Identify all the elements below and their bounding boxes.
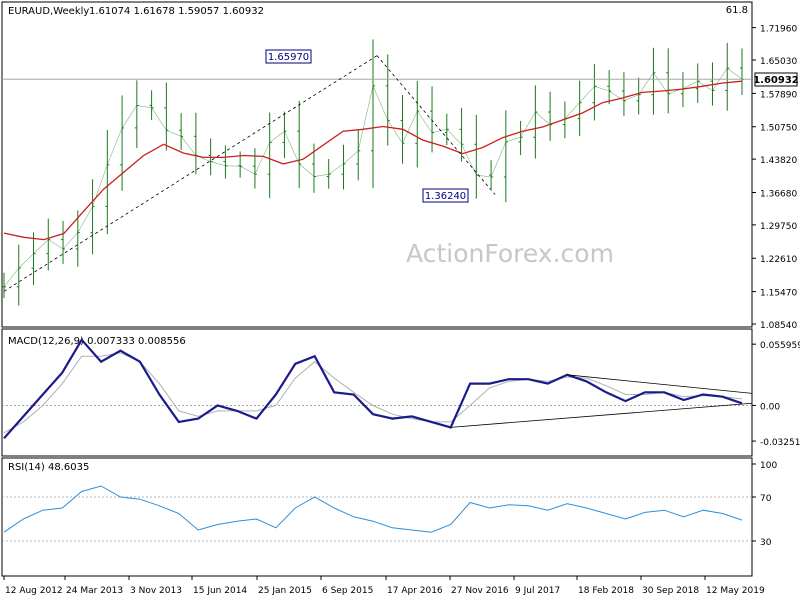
moving-average-line (3, 80, 743, 241)
time-tick-label: 12 May 2019 (706, 586, 765, 596)
annotation-low: 1.36240 (422, 188, 469, 203)
price-tick-label: 1.36680 (760, 189, 797, 199)
rsi-tick-label: 30 (760, 538, 772, 548)
price-tick-label: 1.08540 (760, 321, 797, 331)
corner-label: 61.8 (726, 5, 748, 16)
ohlc-label: 1.61074 1.61678 1.59057 1.60932 (89, 6, 264, 17)
time-tick-label: 15 Jun 2014 (193, 586, 247, 596)
annotation-low-label: 1.36240 (425, 191, 466, 202)
price-close-line (3, 67, 743, 287)
price-tick-label: 1.57890 (760, 90, 797, 100)
time-tick-label: 6 Sep 2015 (322, 586, 373, 596)
price-tick-label: 1.43820 (760, 156, 797, 166)
last-price-label: 1.60932 (753, 75, 799, 86)
axis-layer: 1.71960 1.65030 1.57890 1.50750 1.43820 1.366… (3, 25, 800, 596)
price-panel-frame (1, 1, 753, 328)
time-tick-label: 18 Feb 2018 (578, 586, 634, 596)
price-tick-label: 1.22610 (760, 255, 797, 265)
annotation-high: 1.65970 (265, 49, 312, 64)
rsi-line (3, 485, 743, 533)
instrument-label: EURAUD,Weekly (8, 6, 89, 17)
price-tick-label: 1.65030 (760, 57, 797, 67)
macd-layer (2, 337, 753, 440)
macd-trendline-lower (450, 402, 753, 428)
time-tick-label: 3 Nov 2013 (130, 586, 182, 596)
rsi-tick-label: 100 (760, 461, 777, 471)
time-tick-label: 27 Nov 2016 (451, 586, 509, 596)
price-tick-label: 1.71960 (760, 25, 797, 35)
macd-tick-label: -0.032513 (760, 438, 800, 448)
price-tick-label: 1.15470 (760, 289, 797, 299)
watermark-text: ActionForex.com (406, 239, 614, 268)
trendline-down (376, 55, 496, 195)
time-tick-label: 17 Apr 2016 (387, 586, 443, 596)
price-layer (2, 39, 752, 306)
price-tick-label: 1.50750 (760, 124, 797, 134)
macd-panel-frame (1, 328, 753, 457)
rsi-label: RSI(14) 48.6035 (8, 462, 89, 473)
rsi-tick-label: 70 (760, 494, 772, 504)
price-tick-label: 1.29750 (760, 222, 797, 232)
trendline-up (3, 55, 378, 292)
macd-signal-line (3, 352, 743, 434)
time-tick-label: 24 Mar 2013 (66, 586, 123, 596)
time-tick-label: 12 Aug 2012 (5, 586, 63, 596)
time-tick-label: 9 Jul 2017 (515, 586, 560, 596)
rsi-panel-frame (1, 457, 753, 577)
macd-tick-label: 0.055959 (760, 341, 800, 351)
macd-tick-label: 0.00 (760, 402, 780, 412)
last-price-box: 1.60932 (753, 72, 799, 87)
macd-label: MACD(12,26,9) 0.007333 0.008556 (8, 336, 186, 347)
time-tick-label: 25 Jan 2015 (258, 586, 312, 596)
macd-line (3, 337, 743, 440)
time-tick-label: 30 Sep 2018 (642, 586, 699, 596)
macd-trendline-upper (567, 374, 753, 394)
annotation-high-label: 1.65970 (268, 52, 309, 63)
rsi-layer (2, 485, 752, 542)
